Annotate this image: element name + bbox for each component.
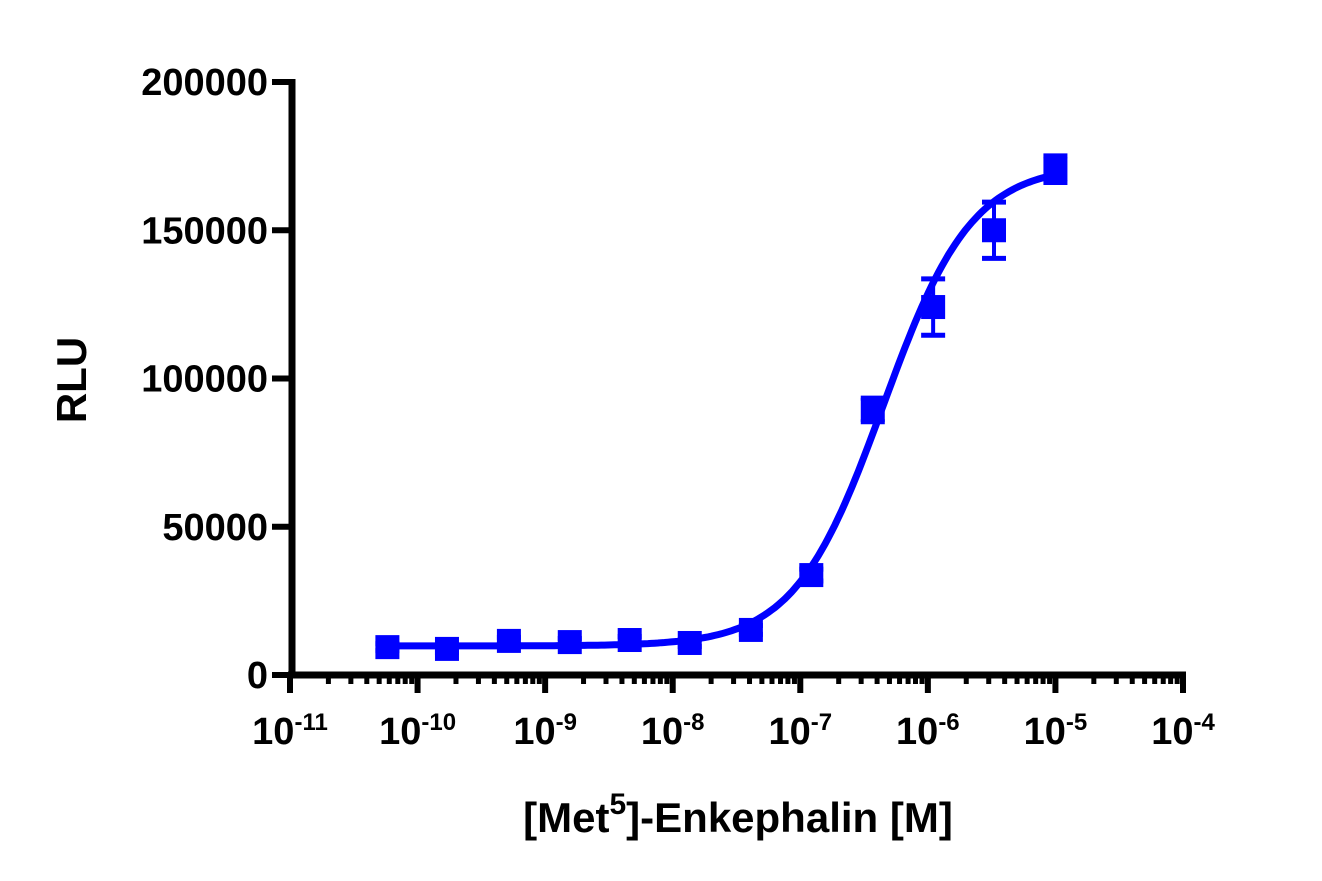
square-marker: [738, 617, 763, 642]
x-tick-label: 10-9: [513, 709, 577, 753]
data-point: [799, 563, 824, 588]
x-axis-title-pre: [Met: [523, 794, 609, 841]
data-point: [557, 630, 582, 655]
square-marker: [1043, 157, 1068, 182]
data-point: [434, 636, 459, 661]
y-tick-label: 100000: [141, 359, 268, 401]
x-tick-label: 10-7: [768, 709, 832, 753]
square-marker: [982, 218, 1007, 243]
x-tick-label: 10-6: [896, 709, 960, 753]
fit-curve: [383, 171, 1059, 650]
data-points: [375, 153, 1068, 661]
x-axis: 10-11 10-10 10-9 10-8 10-7 10-6 10-5 10-4: [252, 671, 1215, 753]
data-point: [921, 276, 946, 338]
data-point: [982, 199, 1007, 261]
square-marker: [496, 628, 521, 653]
y-tick-label: 0: [247, 655, 268, 697]
x-axis-title-sup: 5: [609, 788, 626, 821]
x-tick-label: 10-11: [252, 709, 328, 753]
square-marker: [921, 295, 946, 320]
y-axis-title: RLU: [48, 337, 95, 423]
y-axis: 0 50000 100000 150000 200000: [141, 62, 296, 697]
square-marker: [434, 636, 459, 661]
square-marker: [677, 630, 702, 655]
x-tick-label: 10-5: [1024, 709, 1088, 753]
x-tick-label: 10-10: [379, 709, 456, 753]
x-tick-label: 10-8: [641, 709, 705, 753]
data-point: [375, 635, 400, 660]
data-point: [1043, 153, 1068, 186]
square-marker: [375, 635, 400, 660]
square-marker: [799, 563, 824, 588]
data-point: [677, 630, 702, 655]
data-point: [617, 628, 642, 653]
square-marker: [557, 630, 582, 655]
data-point: [738, 617, 763, 642]
square-marker: [617, 628, 642, 653]
x-axis-title-post: ]-Enkephalin [M]: [626, 794, 953, 841]
x-tick-label: 10-4: [1151, 709, 1215, 753]
data-point: [860, 395, 885, 425]
y-tick-label: 50000: [162, 507, 268, 549]
x-axis-title: [Met5]-Enkephalin [M]: [523, 788, 953, 841]
square-marker: [860, 397, 885, 422]
data-point: [496, 628, 521, 653]
y-tick-label: 150000: [141, 210, 268, 252]
y-tick-label: 200000: [141, 62, 268, 104]
